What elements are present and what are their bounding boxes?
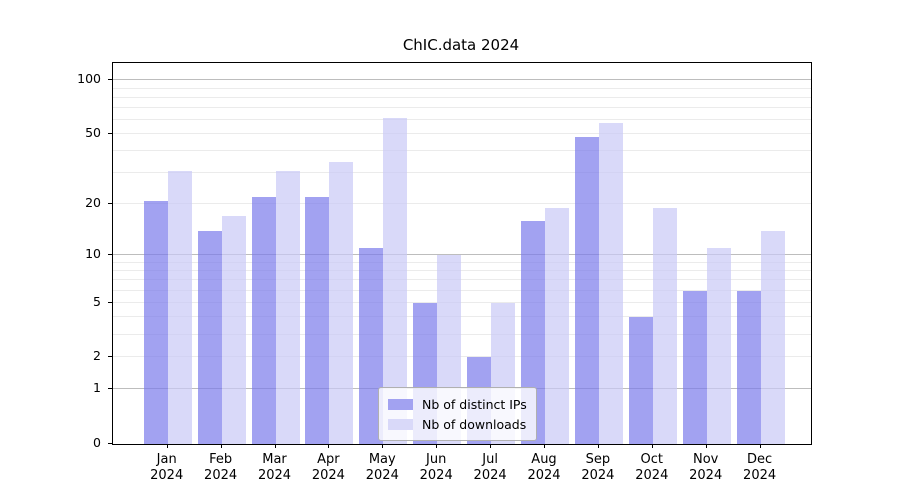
gridline-y-6 bbox=[113, 289, 811, 291]
x-tick-jun bbox=[436, 444, 438, 448]
x-tick-label-sep: Sep 2024 bbox=[581, 452, 615, 483]
plot-area: Nb of distinct IPs Nb of downloads bbox=[112, 62, 812, 445]
bar-distinct-ips-apr bbox=[305, 197, 330, 444]
bar-downloads-feb bbox=[221, 216, 246, 444]
gridline-y-2 bbox=[113, 356, 811, 358]
bar-group-jan bbox=[143, 63, 192, 444]
x-tick-jul bbox=[490, 444, 492, 448]
gridline-y-4 bbox=[113, 316, 811, 318]
bar-downloads-mar bbox=[275, 170, 300, 444]
gridline-y-80 bbox=[113, 96, 811, 98]
x-tick-feb bbox=[220, 444, 222, 448]
y-tick-label-0: 0 bbox=[93, 435, 101, 450]
gridline-y-10 bbox=[113, 254, 811, 256]
bar-distinct-ips-dec bbox=[736, 290, 761, 444]
x-tick-may bbox=[382, 444, 384, 448]
bar-distinct-ips-nov bbox=[682, 290, 707, 444]
y-tick-label-10: 10 bbox=[85, 246, 101, 262]
y-tick-label-1: 1 bbox=[93, 380, 101, 396]
x-tick-label-mar: Mar 2024 bbox=[257, 452, 292, 483]
bar-distinct-ips-oct bbox=[628, 317, 653, 444]
bar-distinct-ips-mar bbox=[251, 197, 276, 444]
bar-downloads-oct bbox=[652, 208, 677, 444]
y-tick-label-20: 20 bbox=[85, 195, 101, 211]
bar-distinct-ips-jan bbox=[143, 200, 168, 444]
x-tick-aug bbox=[544, 444, 545, 448]
y-tick-label-50: 50 bbox=[85, 125, 101, 141]
y-tick-label-5: 5 bbox=[93, 293, 101, 309]
bar-downloads-jan bbox=[167, 170, 192, 444]
x-tick-label-apr: Apr 2024 bbox=[311, 452, 345, 483]
gridline-y-30 bbox=[113, 172, 811, 174]
gridline-y-20 bbox=[113, 203, 811, 205]
y-tick-20 bbox=[108, 203, 112, 205]
x-tick-label-jun: Jun 2024 bbox=[419, 452, 453, 483]
gridline-y-90 bbox=[113, 87, 811, 89]
legend-label-downloads: Nb of downloads bbox=[422, 416, 527, 432]
x-tick-label-feb: Feb 2024 bbox=[204, 452, 238, 483]
gridline-y-100 bbox=[113, 79, 811, 81]
y-tick-label-100: 100 bbox=[77, 71, 101, 87]
x-tick-label-oct: Oct 2024 bbox=[635, 452, 669, 483]
bar-group-aug bbox=[521, 63, 569, 444]
y-tick-50 bbox=[108, 133, 112, 135]
bar-group-apr bbox=[305, 63, 354, 444]
x-tick-mar bbox=[274, 444, 276, 448]
bar-distinct-ips-feb bbox=[197, 230, 222, 444]
x-tick-sep bbox=[597, 444, 599, 448]
legend-swatch-ips-icon bbox=[388, 398, 413, 410]
bar-downloads-aug bbox=[545, 208, 569, 444]
chart-title: ChIC.data 2024 bbox=[402, 36, 520, 54]
y-tick-1 bbox=[108, 388, 112, 390]
gridline-y-50 bbox=[113, 133, 811, 135]
gridline-y-8 bbox=[113, 269, 811, 271]
legend-label-distinct-ips: Nb of distinct IPs bbox=[422, 396, 527, 412]
bar-group-nov bbox=[682, 63, 731, 444]
gridline-y-5 bbox=[113, 301, 811, 303]
gridline-y-60 bbox=[113, 119, 811, 121]
y-tick-2 bbox=[108, 356, 112, 358]
legend-item-downloads: Nb of downloads bbox=[388, 414, 527, 434]
x-tick-label-aug: Aug 2024 bbox=[527, 452, 561, 483]
x-tick-label-dec: Dec 2024 bbox=[743, 452, 777, 483]
y-tick-10 bbox=[108, 254, 112, 256]
gridline-y-70 bbox=[113, 107, 811, 109]
legend-swatch-downloads-icon bbox=[388, 418, 413, 430]
bar-group-dec bbox=[736, 63, 785, 444]
bar-downloads-nov bbox=[706, 248, 731, 444]
bar-group-sep bbox=[574, 63, 623, 444]
bar-group-oct bbox=[628, 63, 677, 444]
x-tick-label-may: May 2024 bbox=[365, 452, 399, 483]
x-tick-nov bbox=[705, 444, 707, 448]
x-tick-label-jul: Jul 2024 bbox=[473, 452, 507, 483]
legend: Nb of distinct IPs Nb of downloads bbox=[378, 387, 537, 441]
bar-downloads-apr bbox=[329, 161, 354, 444]
x-tick-jan bbox=[166, 444, 168, 448]
bar-group-mar bbox=[251, 63, 300, 444]
gridline-y-9 bbox=[113, 261, 811, 263]
gridline-y-3 bbox=[113, 333, 811, 335]
bar-downloads-sep bbox=[598, 122, 623, 444]
y-tick-0 bbox=[108, 443, 112, 444]
y-tick-5 bbox=[108, 301, 112, 303]
bar-downloads-dec bbox=[760, 230, 785, 444]
x-tick-apr bbox=[328, 444, 330, 448]
x-tick-label-nov: Nov 2024 bbox=[689, 452, 723, 483]
bar-distinct-ips-sep bbox=[574, 137, 599, 444]
x-tick-label-jan: Jan 2024 bbox=[150, 452, 184, 483]
x-tick-dec bbox=[759, 444, 761, 448]
x-tick-oct bbox=[651, 444, 653, 448]
y-tick-100 bbox=[108, 79, 112, 81]
y-tick-label-2: 2 bbox=[93, 348, 101, 364]
bar-group-feb bbox=[197, 63, 246, 444]
legend-item-distinct-ips: Nb of distinct IPs bbox=[388, 394, 527, 414]
gridline-y-7 bbox=[113, 279, 811, 281]
gridline-y-40 bbox=[113, 150, 811, 152]
